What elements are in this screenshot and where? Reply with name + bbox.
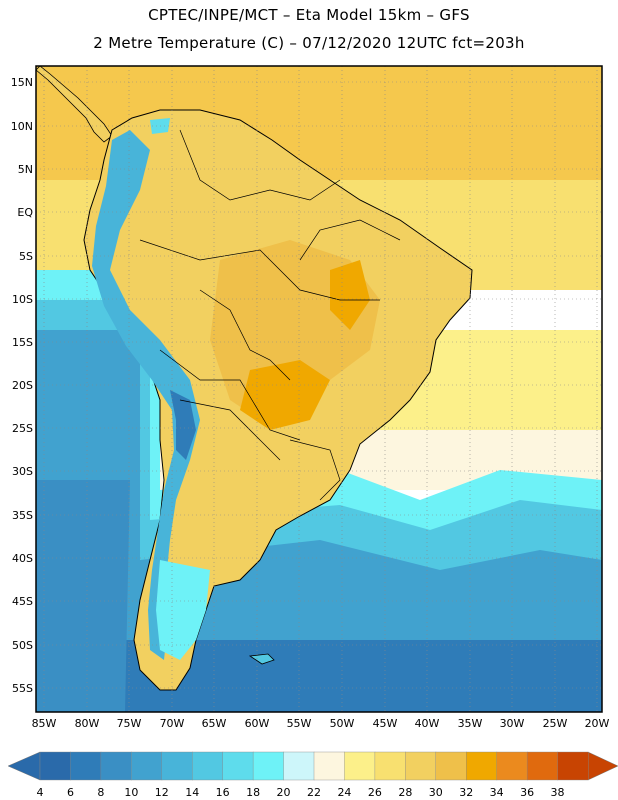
colorbar-swatch [70, 751, 102, 781]
lon-label: 75W [117, 717, 142, 730]
colorbar-swatch [131, 751, 163, 781]
lon-label: 70W [160, 717, 185, 730]
lon-label: 25W [543, 717, 568, 730]
patagonia-cool [156, 560, 210, 660]
longitude-axis: 85W 80W 75W 70W 65W 60W 55W 50W 45W 40W … [32, 717, 610, 730]
lon-label: 50W [330, 717, 355, 730]
lon-label: 65W [202, 717, 227, 730]
lon-label: 80W [75, 717, 100, 730]
colorbar-label: 20 [277, 786, 291, 799]
colorbar-swatch [435, 751, 467, 781]
colorbar-over-arrow [587, 751, 618, 781]
lon-label: 35W [458, 717, 483, 730]
lat-label: 40S [12, 552, 33, 565]
ocean-deep-south [36, 640, 602, 712]
colorbar-label: 22 [307, 786, 321, 799]
lat-label: 55S [12, 682, 33, 695]
colorbar-label: 26 [368, 786, 382, 799]
lon-label: 40W [415, 717, 440, 730]
lat-label: 5S [19, 250, 33, 263]
lat-label: 5N [18, 163, 33, 176]
colorbar-swatch [526, 751, 559, 781]
colorbar-label: 34 [490, 786, 504, 799]
lat-label: 45S [12, 595, 33, 608]
colorbar-swatch [161, 751, 193, 781]
lat-label: 10S [12, 293, 33, 306]
colorbar: 4 6 8 10 12 14 16 18 20 22 24 26 28 30 32 34 36 38 [7, 751, 618, 799]
colorbar-label: 30 [429, 786, 443, 799]
lon-label: 20W [585, 717, 610, 730]
colorbar-swatch [405, 751, 437, 781]
ocean-cold-patch-west [36, 480, 130, 712]
lon-label: 55W [287, 717, 312, 730]
lat-label: 15N [11, 76, 33, 89]
colorbar-swatch [466, 751, 498, 781]
colorbar-swatch [222, 751, 254, 781]
colorbar-swatch [100, 751, 132, 781]
colorbar-label: 24 [337, 786, 351, 799]
colorbar-under-arrow [7, 751, 41, 781]
map-frame [35, 65, 603, 713]
lat-label: 20S [12, 379, 33, 392]
colorbar-label: 10 [124, 786, 138, 799]
lon-label: 85W [32, 717, 57, 730]
colorbar-label: 12 [155, 786, 169, 799]
country-borders [139, 129, 401, 501]
colorbar-swatch [496, 751, 528, 781]
andes-deep-cold [170, 390, 196, 460]
colorbar-label: 32 [459, 786, 473, 799]
colorbar-label: 4 [37, 786, 44, 799]
colorbar-label: 16 [216, 786, 230, 799]
ocean-cool-band [36, 270, 602, 560]
hottest-core [240, 360, 330, 430]
colorbar-label: 38 [551, 786, 565, 799]
map-title-line-2: 2 Metre Temperature (C) – 07/12/2020 12U… [93, 34, 525, 52]
falkland-islands [248, 653, 275, 665]
colorbar-swatch [374, 751, 406, 781]
latitude-axis: 15N 10N 5N EQ 5S 10S 15S 20S 25S 30S 35S… [11, 76, 34, 695]
colorbar-swatch [344, 751, 376, 781]
colorbar-label: 6 [67, 786, 74, 799]
lat-label: 30S [12, 465, 33, 478]
lat-label: 35S [12, 509, 33, 522]
colorbar-swatch [39, 751, 71, 781]
hot-core-north [330, 260, 370, 330]
colorbar-label: 14 [185, 786, 199, 799]
lon-label: 45W [373, 717, 398, 730]
lat-label: EQ [17, 206, 33, 219]
colorbar-swatch [313, 751, 345, 781]
lat-label: 15S [12, 336, 33, 349]
lon-label: 60W [245, 717, 270, 730]
colorbar-label: 28 [398, 786, 412, 799]
colorbar-label: 18 [246, 786, 260, 799]
colorbar-swatch [283, 751, 315, 781]
lat-label: 10N [11, 120, 33, 133]
colorbar-swatch [557, 751, 589, 781]
map-field [36, 66, 602, 712]
colorbar-swatch [252, 751, 285, 781]
map-title-line-1: CPTEC/INPE/MCT – Eta Model 15km – GFS [148, 6, 470, 24]
colorbar-label: 8 [97, 786, 104, 799]
lat-label: 25S [12, 422, 33, 435]
lon-label: 30W [500, 717, 525, 730]
colorbar-swatch [192, 751, 224, 781]
colorbar-label: 36 [520, 786, 534, 799]
lat-label: 50S [12, 639, 33, 652]
